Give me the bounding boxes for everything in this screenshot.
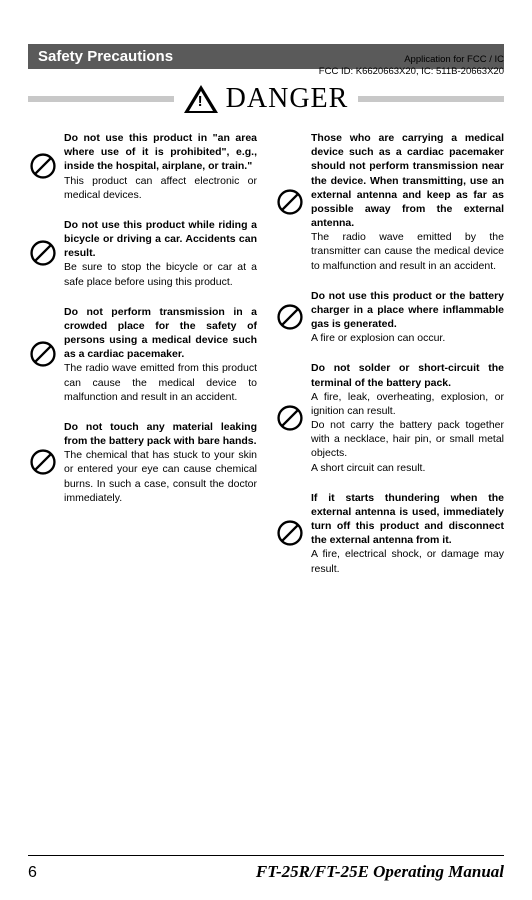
precaution-item: Do not perform transmission in a crowded…: [28, 305, 257, 404]
icon-wrap: [28, 341, 58, 367]
content-columns: Do not use this product in "an area wher…: [28, 131, 504, 592]
precaution-body: Be sure to stop the bicycle or car at a …: [64, 261, 257, 287]
precaution-body: A fire, leak, overheating, explosion, or…: [311, 391, 504, 474]
warning-triangle-icon: !: [184, 85, 218, 113]
precaution-bold: Those who are carrying a medical device …: [311, 132, 504, 229]
icon-wrap: [275, 405, 305, 431]
danger-text: DANGER: [226, 83, 349, 115]
precaution-body: The radio wave emitted by the transmitte…: [311, 231, 504, 271]
prohibit-icon: [30, 240, 56, 266]
precaution-body: A fire, electrical shock, or damage may …: [311, 548, 504, 574]
prohibit-icon: [277, 189, 303, 215]
prohibit-icon: [277, 405, 303, 431]
prohibit-icon: [30, 449, 56, 475]
precaution-body: This product can affect electronic or me…: [64, 175, 257, 201]
precaution-text: Do not use this product or the battery c…: [305, 289, 504, 346]
precaution-text: Those who are carrying a medical device …: [305, 131, 504, 273]
prohibit-icon: [30, 153, 56, 179]
icon-wrap: [28, 449, 58, 475]
precaution-item: Do not use this product or the battery c…: [275, 289, 504, 346]
precaution-item: Do not use this product while riding a b…: [28, 218, 257, 289]
meta-line2: FCC ID: K6620663X20, IC: 511B-20663X20: [319, 66, 504, 78]
page-number: 6: [28, 864, 37, 882]
icon-wrap: [275, 520, 305, 546]
prohibit-icon: [277, 304, 303, 330]
prohibit-icon: [30, 341, 56, 367]
precaution-item: Do not use this product in "an area wher…: [28, 131, 257, 202]
prohibit-icon: [277, 520, 303, 546]
precaution-text: Do not use this product in "an area wher…: [58, 131, 257, 202]
fcc-meta: Application for FCC / IC FCC ID: K662066…: [319, 54, 504, 79]
precaution-body: The chemical that has stuck to your skin…: [64, 449, 257, 504]
precaution-item: Do not touch any material leaking from t…: [28, 420, 257, 505]
icon-wrap: [275, 304, 305, 330]
danger-label: ! DANGER: [174, 83, 359, 115]
danger-row: ! DANGER: [28, 83, 504, 115]
precaution-item: Those who are carrying a medical device …: [275, 131, 504, 273]
precaution-text: Do not touch any material leaking from t…: [58, 420, 257, 505]
precaution-body: A fire or explosion can occur.: [311, 332, 445, 344]
precaution-bold: Do not use this product while riding a b…: [64, 219, 257, 259]
meta-line1: Application for FCC / IC: [319, 54, 504, 66]
precaution-text: If it starts thundering when the externa…: [305, 491, 504, 576]
precaution-bold: Do not touch any material leaking from t…: [64, 421, 257, 447]
precaution-bold: Do not perform transmission in a crowded…: [64, 306, 257, 361]
icon-wrap: [275, 189, 305, 215]
icon-wrap: [28, 240, 58, 266]
left-column: Do not use this product in "an area wher…: [28, 131, 257, 592]
icon-wrap: [28, 153, 58, 179]
precaution-bold: Do not use this product in "an area wher…: [64, 132, 257, 172]
manual-title: FT-25R/FT-25E Operating Manual: [256, 862, 504, 882]
precaution-bold: If it starts thundering when the externa…: [311, 492, 504, 547]
precaution-text: Do not use this product while riding a b…: [58, 218, 257, 289]
rule-left: [28, 96, 174, 102]
precaution-body: The radio wave emitted from this product…: [64, 362, 257, 402]
precaution-item: Do not solder or short-circuit the termi…: [275, 361, 504, 474]
footer: 6 FT-25R/FT-25E Operating Manual: [28, 862, 504, 882]
precaution-item: If it starts thundering when the externa…: [275, 491, 504, 576]
right-column: Those who are carrying a medical device …: [275, 131, 504, 592]
precaution-bold: Do not use this product or the battery c…: [311, 290, 504, 330]
rule-right: [358, 96, 504, 102]
precaution-text: Do not solder or short-circuit the termi…: [305, 361, 504, 474]
precaution-bold: Do not solder or short-circuit the termi…: [311, 362, 504, 388]
precaution-text: Do not perform transmission in a crowded…: [58, 305, 257, 404]
